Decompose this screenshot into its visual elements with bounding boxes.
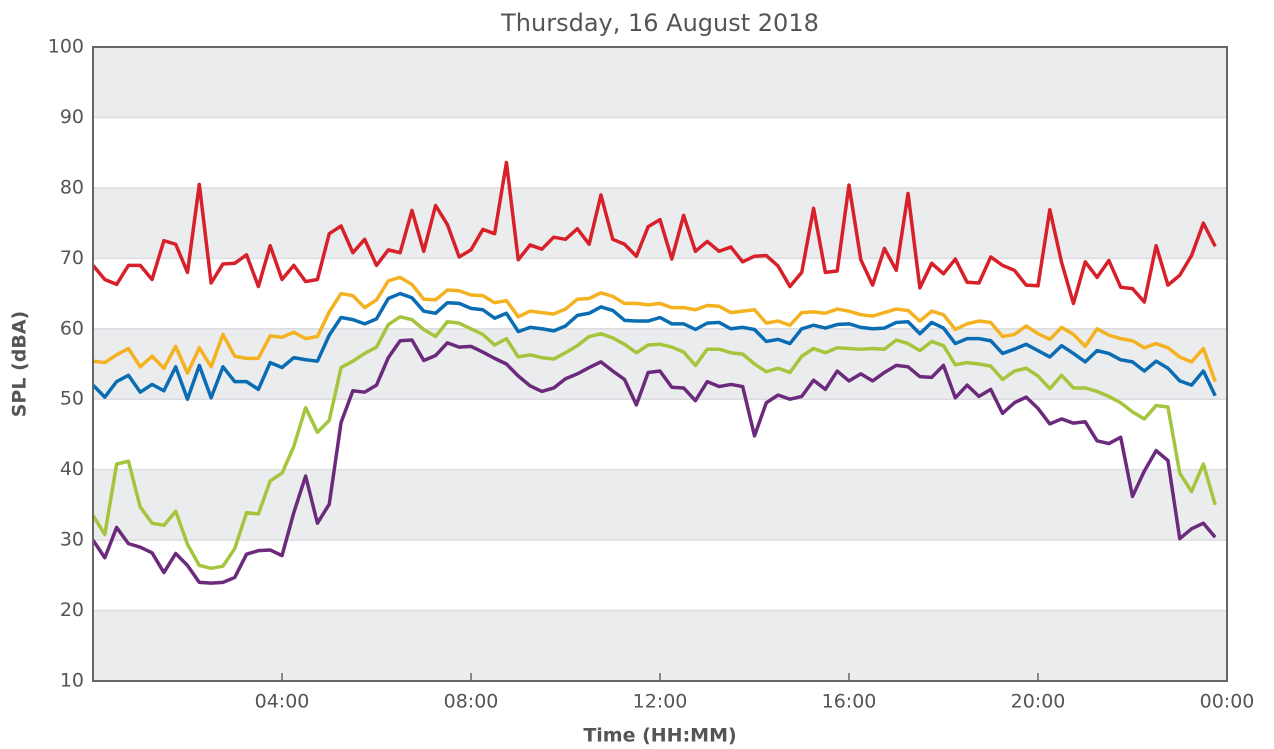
series-line (91, 160, 1217, 306)
x-tick-label: 16:00 (822, 691, 877, 713)
x-axis-label: Time (HH:MM) (583, 725, 736, 747)
y-tick-label: 100 (48, 36, 84, 58)
y-tick-label: 80 (60, 176, 84, 198)
y-tick-label: 60 (60, 317, 84, 339)
series-line (92, 275, 1217, 383)
y-axis-label: SPL (dBA) (9, 311, 31, 418)
chart-title: Thursday, 16 August 2018 (500, 9, 819, 37)
y-tick-label: 10 (60, 670, 84, 692)
x-tick-label: 04:00 (255, 691, 310, 713)
y-tick-label: 40 (60, 458, 84, 480)
plot-frame (92, 46, 1228, 682)
x-tick-label: 08:00 (444, 691, 499, 713)
y-tick-label: 70 (60, 247, 84, 269)
y-tick-label: 50 (60, 388, 84, 410)
y-tick-label: 90 (60, 106, 84, 128)
series-line (91, 338, 1217, 585)
series-line (91, 315, 1217, 571)
y-tick-label: 30 (60, 529, 84, 551)
x-tick-label: 12:00 (633, 691, 688, 713)
grid-band (93, 610, 1227, 681)
plot-background (93, 47, 1227, 681)
grid-band (93, 469, 1227, 541)
y-tick-label: 20 (60, 599, 84, 621)
grid-band (93, 47, 1227, 118)
x-tick-label: 00:00 (1200, 691, 1255, 713)
x-tick-label: 20:00 (1011, 691, 1066, 713)
grid-band (93, 328, 1227, 400)
series-line (91, 291, 1217, 401)
